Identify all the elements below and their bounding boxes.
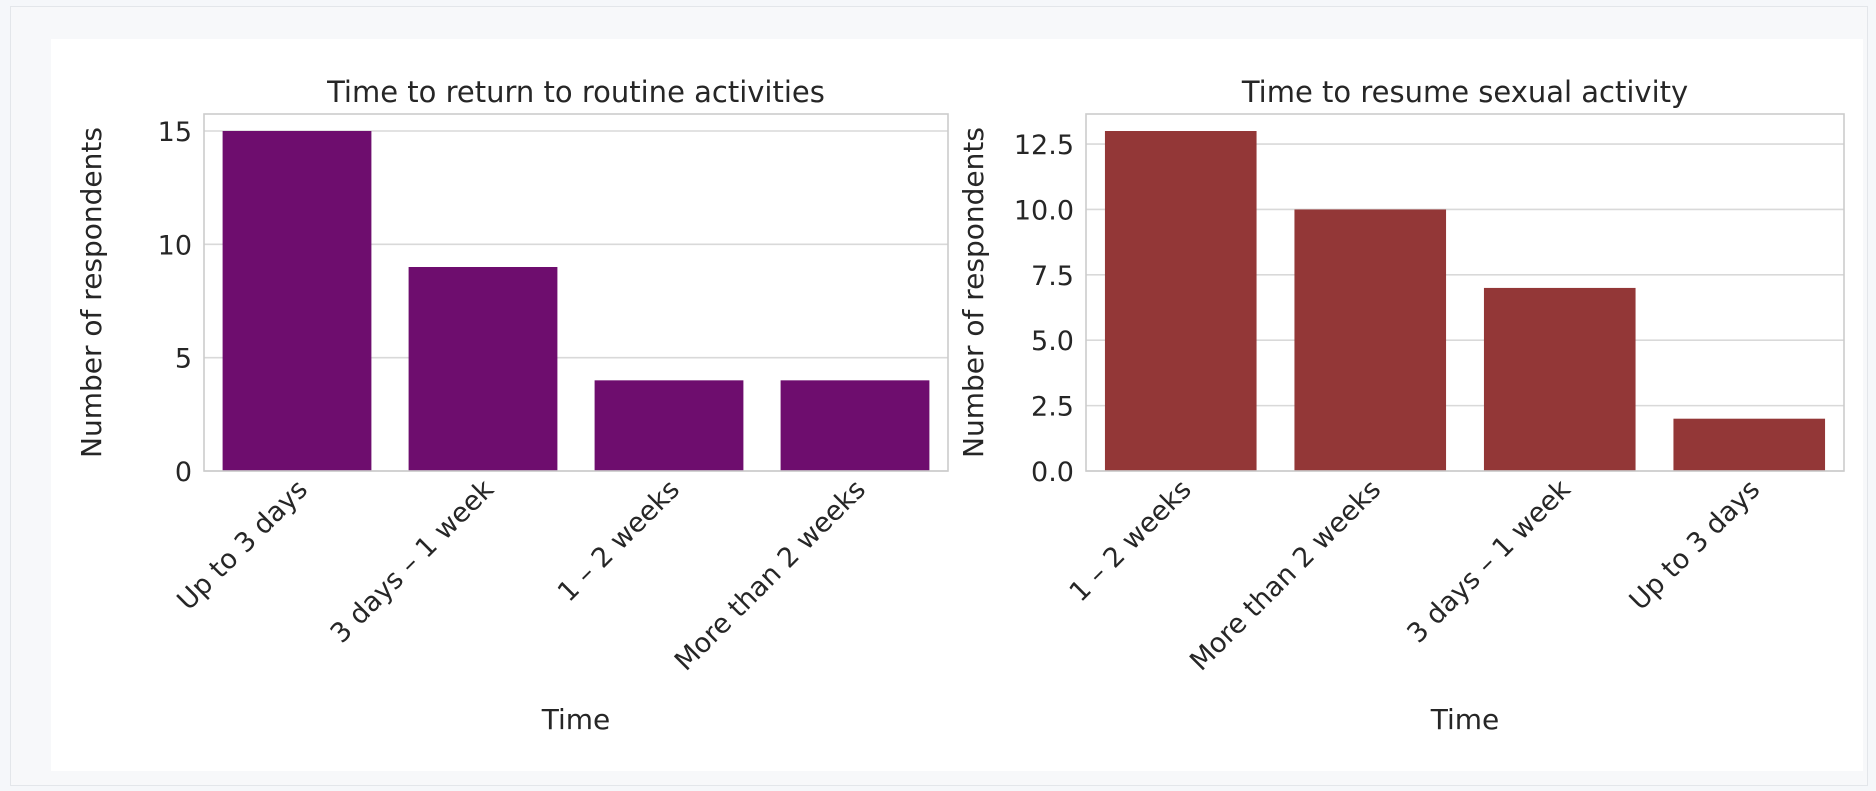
chart-routine-activities: 0 5 10 15 Up to 3 days 3 days – 1 week 1 – 2 … (75, 75, 949, 736)
y-tick-label: 5 (175, 344, 192, 375)
x-axis-label: Time (541, 703, 611, 736)
x-tick-labels: Up to 3 days 3 days – 1 week 1 – 2 weeksMo… (171, 474, 872, 677)
y-tick-label: 10 (158, 230, 192, 261)
bar (222, 131, 372, 471)
y-tick-label: 5.0 (1031, 326, 1074, 357)
x-tick-label: 3 days – 1 week (325, 474, 501, 650)
y-tick-label: 7.5 (1031, 261, 1074, 292)
x-tick-label: 1 – 2 weeks (552, 474, 686, 608)
figure-canvas: 0 5 10 15 Up to 3 days 3 days – 1 week 1 – 2 … (51, 39, 1863, 771)
bar (1294, 209, 1447, 471)
x-tick-label: Up to 3 days (1624, 474, 1767, 617)
x-tick-label: 1 – 2 weeks (1064, 474, 1198, 608)
y-axis-label: Number of respondents (75, 127, 108, 458)
x-tick-label: 3 days – 1 week (1401, 474, 1577, 650)
chart-title: Time to resume sexual activity (1241, 75, 1688, 109)
bar (594, 380, 744, 471)
y-tick-label: 0.0 (1031, 457, 1074, 488)
bars (222, 131, 930, 471)
x-tick-label: More than 2 weeks (669, 474, 872, 677)
x-tick-label: More than 2 weeks (1184, 474, 1387, 677)
chart-title: Time to return to routine activities (326, 75, 825, 109)
bar (1483, 287, 1636, 471)
y-tick-label: 10.0 (1014, 195, 1074, 226)
y-axis-label: Number of respondents (957, 127, 990, 458)
y-tick-label: 15 (158, 117, 192, 148)
bar (408, 267, 558, 471)
y-tick-labels: 0 5 10 15 (158, 117, 192, 488)
plot-area-border (203, 113, 949, 472)
x-axis-label: Time (1430, 703, 1500, 736)
y-tick-label: 12.5 (1014, 130, 1074, 161)
y-tick-label: 2.5 (1031, 392, 1074, 423)
bar (780, 380, 930, 471)
bars (1104, 131, 1826, 471)
bar (1673, 418, 1826, 471)
plot-area-border (1085, 113, 1845, 472)
x-tick-label: Up to 3 days (171, 474, 314, 617)
y-tick-labels: 0.0 2.5 5.0 7.5 10.0 12.5 (1014, 130, 1074, 488)
bar (1104, 131, 1257, 471)
y-tick-label: 0 (175, 457, 192, 488)
notebook-output-frame: 0 5 10 15 Up to 3 days 3 days – 1 week 1 – 2 … (10, 6, 1868, 786)
